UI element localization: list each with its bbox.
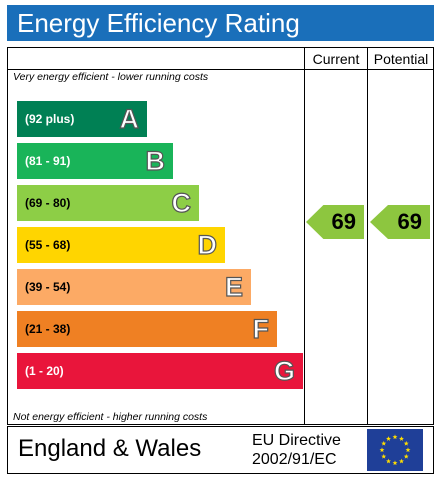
band-letter: D: [197, 229, 218, 260]
band-b: (81 - 91) B: [17, 143, 173, 179]
footer: England & Wales EU Directive 2002/91/EC: [7, 426, 434, 474]
band-f: (21 - 38) F: [17, 311, 277, 347]
potential-rating-arrow: 69: [370, 205, 430, 239]
flag-star: [386, 458, 391, 464]
flag-star: [403, 453, 409, 459]
flag-star: [392, 460, 398, 466]
column-divider-current: [304, 48, 305, 424]
band-e: (39 - 54) E: [17, 269, 251, 305]
band-range: (81 - 91): [25, 154, 71, 168]
rating-chart: Current Potential Very energy efficient …: [7, 47, 434, 425]
band-range: (1 - 20): [25, 364, 64, 378]
band-range: (55 - 68): [25, 238, 71, 252]
band-range: (21 - 38): [25, 322, 71, 336]
flag-star: [386, 436, 391, 441]
column-divider-potential: [367, 48, 368, 424]
potential-column-header: Potential: [373, 51, 429, 67]
flag-star: [381, 453, 387, 459]
region-label: England & Wales: [18, 435, 202, 462]
band-range: (39 - 54): [25, 280, 71, 294]
eu-flag-icon: [367, 429, 423, 471]
band-letter: E: [224, 271, 243, 302]
potential-rating-value: 69: [397, 209, 422, 234]
directive-line-2: 2002/91/EC: [252, 451, 337, 468]
flag-star: [405, 447, 411, 453]
band-letter: C: [171, 187, 192, 218]
band-d: (55 - 68) D: [17, 227, 225, 263]
current-rating-arrow: 69: [306, 205, 364, 239]
band-letter: F: [252, 313, 270, 344]
current-rating-value: 69: [331, 209, 356, 234]
flag-star: [381, 440, 387, 446]
bottom-note: Not energy efficient - higher running co…: [13, 411, 208, 423]
page-title: Energy Efficiency Rating: [7, 5, 434, 41]
band-range: (92 plus): [25, 112, 75, 126]
flag-star: [379, 447, 385, 453]
band-a: (92 plus) A: [17, 101, 147, 137]
flag-star: [399, 458, 404, 464]
flag-star: [403, 440, 409, 446]
flag-star: [399, 436, 404, 441]
band-g: (1 - 20) G: [17, 353, 303, 389]
band-letter: G: [273, 355, 295, 386]
band-letter: A: [119, 103, 140, 134]
directive-line-1: EU Directive: [252, 432, 341, 449]
band-c: (69 - 80) C: [17, 185, 199, 221]
header-divider: [8, 69, 433, 70]
current-column-header: Current: [312, 51, 360, 67]
flag-star: [392, 434, 398, 440]
top-note: Very energy efficient - lower running co…: [13, 71, 209, 83]
band-range: (69 - 80): [25, 196, 71, 210]
band-letter: B: [145, 145, 166, 176]
directive-label: EU Directive 2002/91/EC: [252, 431, 341, 469]
